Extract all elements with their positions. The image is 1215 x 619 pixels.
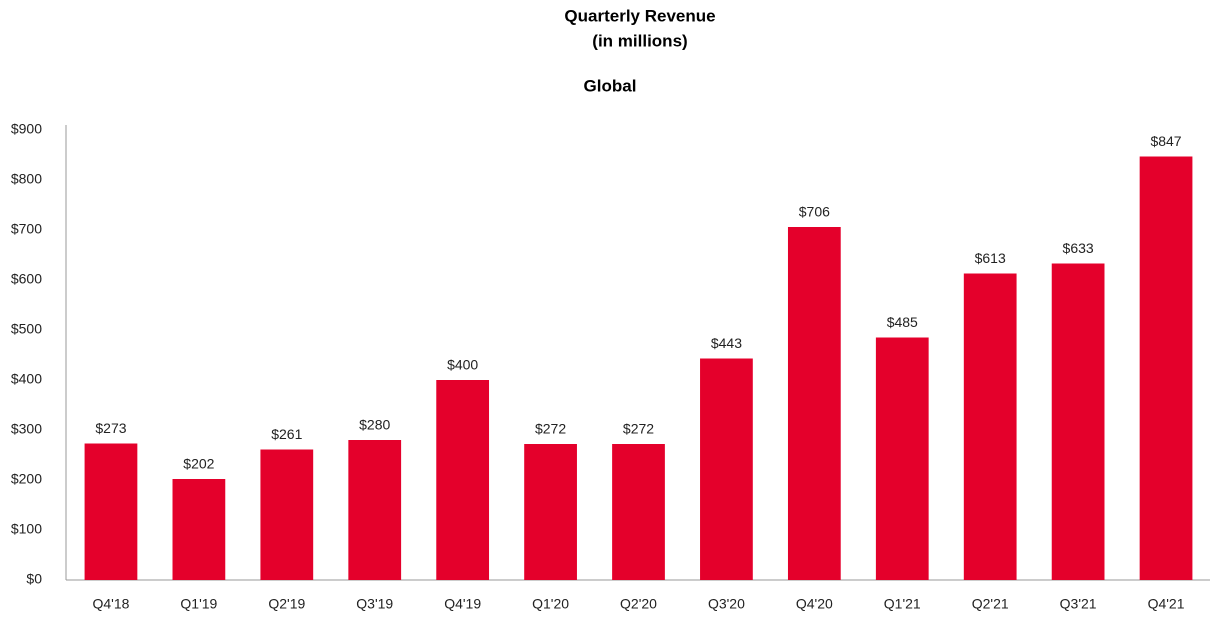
x-tick-label: Q3'21 (1060, 596, 1097, 612)
bar (172, 479, 226, 580)
x-tick-label: Q2'20 (620, 596, 657, 612)
bar (875, 337, 929, 580)
chart-subtitle: Global (584, 76, 637, 95)
y-tick-label: $0 (26, 571, 42, 587)
x-tick-label: Q2'19 (268, 596, 305, 612)
x-tick-label: Q4'19 (444, 596, 481, 612)
value-label: $485 (887, 314, 918, 330)
y-tick-label: $600 (11, 271, 42, 287)
y-tick-label: $500 (11, 321, 42, 337)
value-label: $280 (359, 417, 390, 433)
bar (1139, 156, 1193, 580)
bar (787, 227, 841, 580)
chart-title: (in millions) (592, 31, 687, 50)
value-label: $633 (1063, 240, 1094, 256)
x-tick-label: Q1'20 (532, 596, 569, 612)
bar (1051, 263, 1105, 580)
y-tick-label: $100 (11, 521, 42, 537)
value-label: $443 (711, 335, 742, 351)
y-tick-label: $200 (11, 471, 42, 487)
bar (84, 443, 138, 580)
y-tick-label: $800 (11, 171, 42, 187)
bar (436, 380, 490, 580)
y-tick-label: $300 (11, 421, 42, 437)
y-tick-label: $700 (11, 221, 42, 237)
value-label: $202 (183, 456, 214, 472)
y-tick-label: $900 (11, 121, 42, 137)
value-label: $273 (95, 420, 126, 436)
value-label: $847 (1150, 133, 1181, 149)
x-tick-label: Q4'21 (1148, 596, 1185, 612)
x-tick-label: Q3'19 (356, 596, 393, 612)
value-label: $272 (535, 421, 566, 437)
bar (348, 440, 402, 580)
bar (612, 444, 665, 580)
x-tick-label: Q2'21 (972, 596, 1009, 612)
bar (260, 449, 314, 580)
x-tick-label: Q1'19 (180, 596, 217, 612)
x-tick-label: Q3'20 (708, 596, 745, 612)
x-tick-label: Q4'20 (796, 596, 833, 612)
x-tick-label: Q4'18 (93, 596, 130, 612)
chart-title: Quarterly Revenue (564, 6, 715, 25)
value-label: $400 (447, 357, 478, 373)
value-label: $272 (623, 421, 654, 437)
bar (700, 358, 753, 580)
value-label: $613 (975, 250, 1006, 266)
x-tick-label: Q1'21 (884, 596, 921, 612)
y-tick-label: $400 (11, 371, 42, 387)
value-label: $261 (271, 426, 302, 442)
bar (963, 273, 1017, 580)
bar (524, 444, 577, 580)
value-label: $706 (799, 204, 830, 220)
